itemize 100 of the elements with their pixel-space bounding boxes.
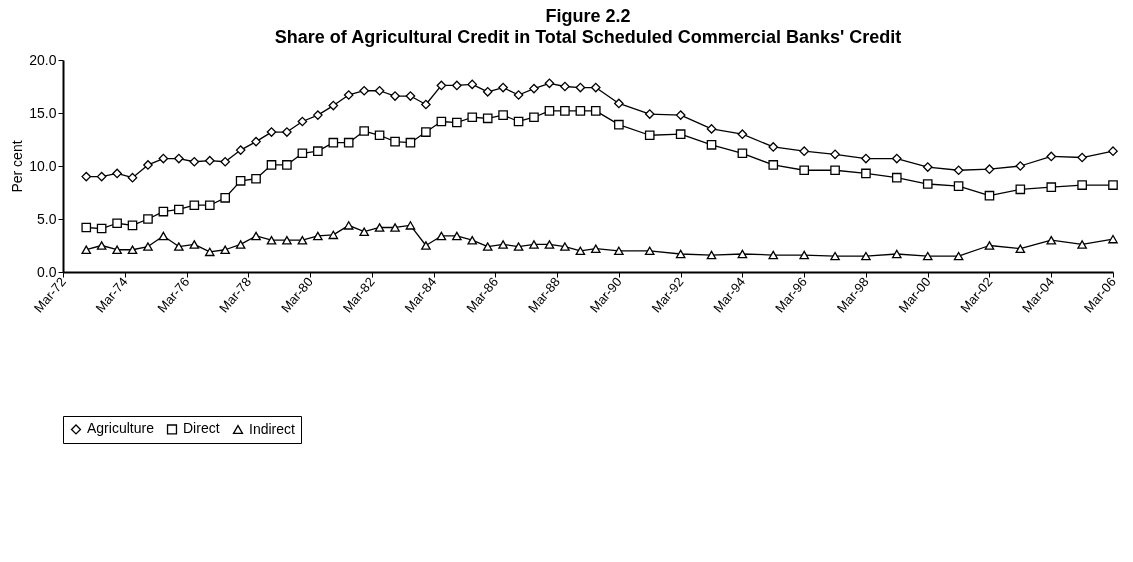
point (830, 149, 840, 160)
point (706, 124, 717, 134)
point (343, 90, 354, 100)
point (498, 82, 508, 93)
point (421, 127, 431, 137)
point (675, 129, 686, 140)
point (529, 83, 539, 94)
point (359, 227, 370, 236)
y-tick-label: 5.0 (37, 210, 57, 227)
point (1046, 182, 1057, 193)
point (953, 165, 964, 176)
point (282, 235, 292, 245)
point (452, 117, 462, 128)
point (544, 240, 555, 249)
point (174, 242, 184, 251)
point (297, 235, 308, 245)
chart-subtitle: Share of Agricultural Credit in Total Scheduled Commercial Banks' Credit (274, 27, 902, 47)
point (297, 116, 308, 127)
point (590, 106, 601, 116)
point (390, 136, 400, 147)
point (452, 231, 462, 241)
point (359, 85, 370, 96)
point (174, 153, 184, 164)
point (297, 148, 308, 159)
point (498, 240, 508, 249)
point (768, 160, 779, 170)
point (1015, 184, 1026, 195)
point (544, 78, 555, 89)
point (390, 91, 400, 101)
point (675, 249, 686, 259)
point (891, 172, 902, 183)
point (405, 137, 416, 148)
point (251, 231, 261, 241)
point (706, 139, 717, 150)
y-tick-label: 15.0 (29, 104, 57, 121)
point (421, 99, 431, 110)
point (482, 113, 493, 124)
point (81, 171, 92, 182)
point (830, 251, 840, 261)
point (953, 251, 964, 261)
point (343, 221, 354, 230)
point (359, 126, 370, 136)
point (830, 165, 840, 176)
point (405, 221, 416, 230)
point (143, 160, 153, 170)
point (861, 251, 871, 261)
point (251, 136, 261, 147)
point (922, 179, 933, 189)
point (235, 145, 246, 155)
point (1108, 234, 1118, 244)
point (922, 162, 933, 172)
point (204, 155, 215, 166)
point (313, 110, 323, 120)
point (220, 156, 231, 167)
point (498, 110, 508, 120)
point (544, 106, 555, 116)
point (374, 130, 385, 141)
point (614, 98, 624, 109)
point (575, 246, 586, 256)
point (405, 91, 416, 101)
point (251, 173, 261, 184)
point (174, 204, 184, 215)
point (282, 127, 292, 137)
point (1046, 235, 1057, 245)
point (953, 181, 964, 191)
point (575, 82, 586, 93)
point (799, 250, 810, 260)
point (112, 218, 122, 229)
point (1046, 151, 1057, 162)
point (158, 231, 169, 241)
point (436, 80, 447, 91)
y-axis-title: Per cent (9, 140, 26, 193)
y-tick-label: 0.0 (37, 263, 57, 280)
point (614, 246, 624, 256)
point (467, 235, 478, 245)
point (482, 242, 493, 251)
point (1108, 180, 1118, 190)
point (81, 245, 92, 255)
point (467, 79, 478, 90)
point (127, 245, 138, 255)
point (328, 230, 339, 240)
point (266, 160, 277, 170)
point (313, 146, 323, 156)
point (189, 200, 200, 211)
point (343, 137, 354, 148)
point (737, 129, 748, 140)
point (513, 90, 524, 100)
point (204, 247, 215, 257)
legend-label: Agriculture (87, 420, 155, 437)
point (452, 80, 462, 91)
point (861, 153, 871, 164)
chart-title: Figure 2.2 (545, 6, 631, 26)
point (421, 241, 431, 250)
point (1015, 244, 1026, 253)
point (96, 241, 107, 250)
point (1015, 161, 1026, 171)
point (143, 214, 153, 224)
point (204, 200, 215, 211)
point (737, 148, 748, 159)
point (266, 127, 277, 137)
